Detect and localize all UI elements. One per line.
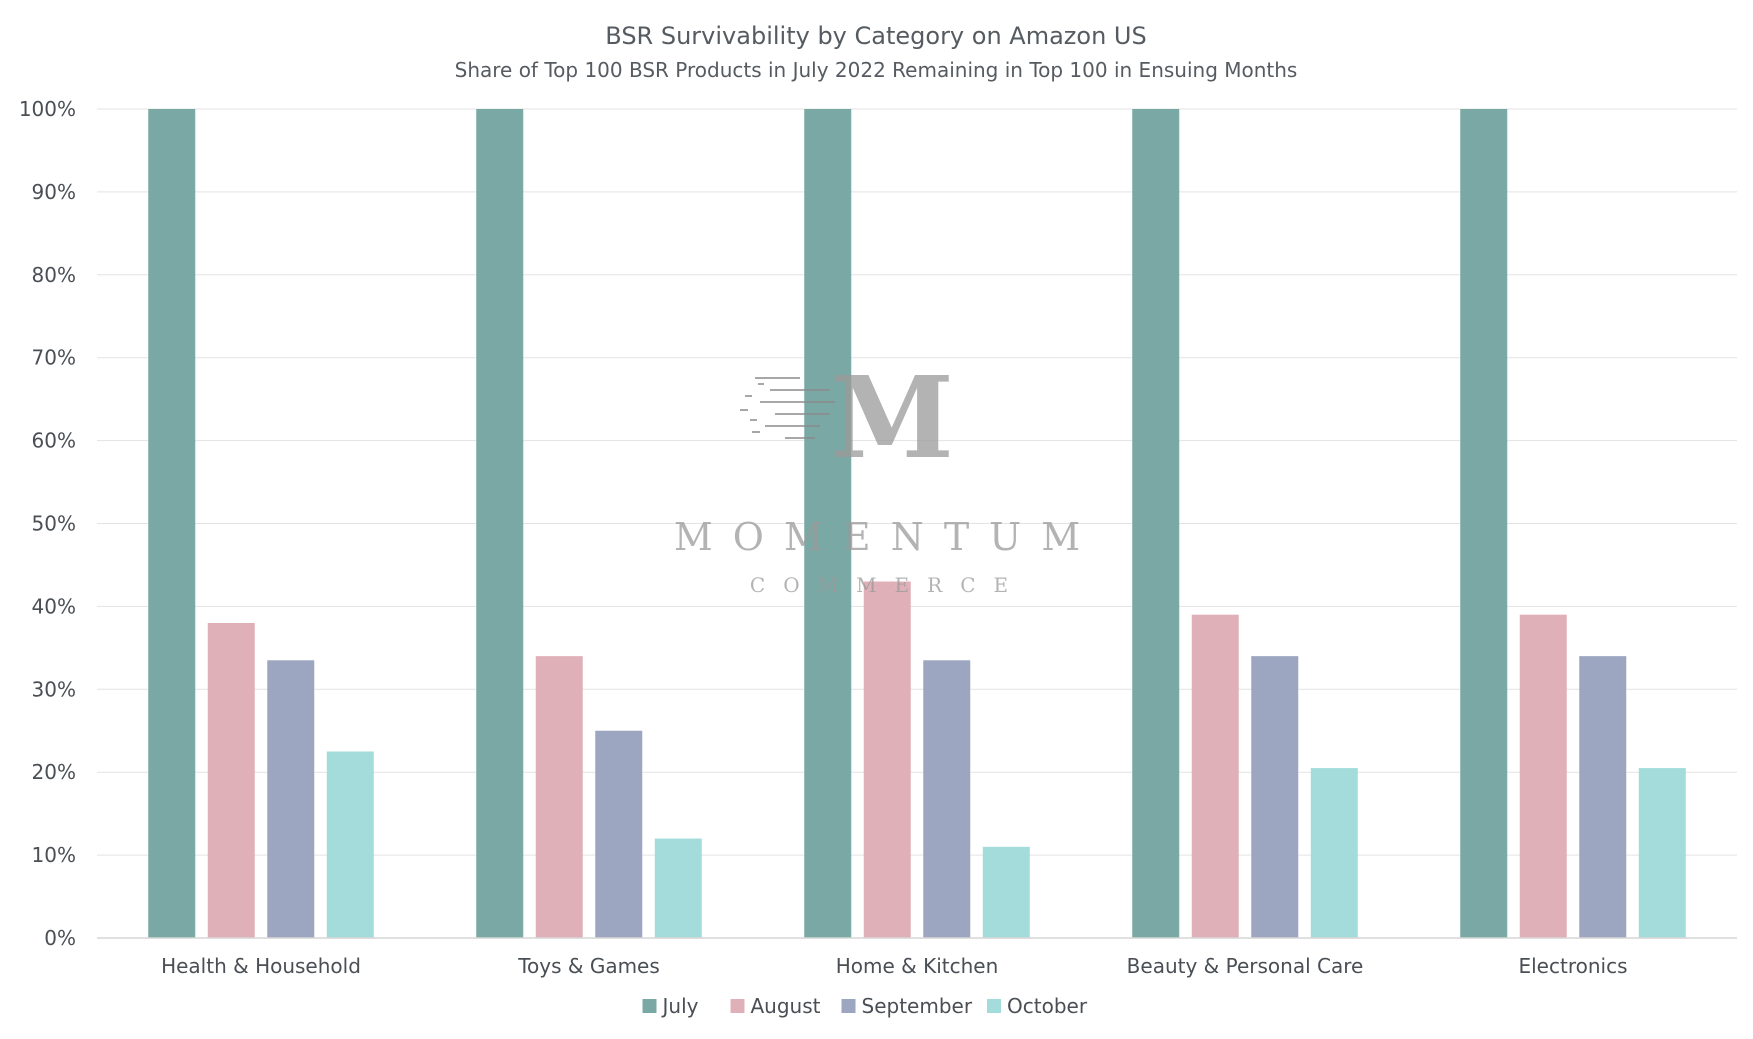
legend-label-october: October xyxy=(1007,994,1088,1018)
y-tick-label: 100% xyxy=(19,97,76,121)
y-tick-label: 60% xyxy=(32,429,76,453)
bar-october xyxy=(1310,768,1358,938)
x-category-label: Health & Household xyxy=(161,954,361,978)
y-tick-label: 20% xyxy=(32,760,76,784)
x-category-label: Beauty & Personal Care xyxy=(1127,954,1364,978)
chart-title: BSR Survivability by Category on Amazon … xyxy=(605,22,1146,50)
bar-july xyxy=(1460,109,1508,938)
legend-swatch-october xyxy=(987,999,1001,1013)
y-tick-label: 80% xyxy=(32,263,76,287)
bar-august xyxy=(207,622,255,938)
bar-august xyxy=(863,581,911,938)
bar-september xyxy=(923,660,971,938)
bar-august xyxy=(1191,614,1239,938)
y-tick-label: 50% xyxy=(32,512,76,536)
legend-swatch-july xyxy=(642,999,657,1013)
bar-august xyxy=(535,656,583,938)
x-category-label: Electronics xyxy=(1518,954,1627,978)
legend-swatch-august xyxy=(730,999,745,1013)
watermark-monogram: M xyxy=(830,353,954,484)
bars xyxy=(148,109,1686,938)
y-tick-label: 10% xyxy=(32,843,76,867)
x-axis-category-labels: Health & Household Toys & Games Home & Kit… xyxy=(161,954,1627,978)
y-tick-label: 30% xyxy=(32,677,76,701)
chart-subtitle: Share of Top 100 BSR Products in July 20… xyxy=(455,58,1298,82)
bar-august xyxy=(1519,614,1567,938)
bar-july xyxy=(476,109,524,938)
bar-october xyxy=(654,838,702,938)
bar-september xyxy=(1251,656,1299,938)
legend-label-july: July xyxy=(661,994,699,1018)
bar-october xyxy=(982,846,1030,938)
watermark-name: MOMENTUM xyxy=(674,515,1100,559)
bar-july xyxy=(804,109,852,938)
legend-label-september: September xyxy=(862,994,973,1018)
bar-september xyxy=(1579,656,1627,938)
momentum-commerce-watermark: M MOMENTUM COMMERCE xyxy=(674,353,1100,597)
bar-october xyxy=(1638,768,1686,938)
y-tick-label: 90% xyxy=(32,180,76,204)
bar-july xyxy=(148,109,196,938)
y-tick-label: 0% xyxy=(44,926,76,950)
y-tick-label: 70% xyxy=(32,346,76,370)
bar-july xyxy=(1132,109,1180,938)
y-tick-label: 40% xyxy=(32,594,76,618)
bar-september xyxy=(595,730,643,938)
x-category-label: Toys & Games xyxy=(517,954,660,978)
y-axis-tick-labels: 0% 10% 20% 30% 40% 50% 60% 70% 80% 90% 100% xyxy=(19,97,76,950)
legend: July August September October xyxy=(642,994,1088,1018)
bar-october xyxy=(326,751,374,938)
bar-september xyxy=(267,660,315,938)
legend-swatch-september xyxy=(841,999,856,1013)
watermark-subname: COMMERCE xyxy=(750,573,1026,597)
x-category-label: Home & Kitchen xyxy=(836,954,999,978)
legend-label-august: August xyxy=(751,994,821,1018)
speed-lines-graphic xyxy=(740,377,835,439)
